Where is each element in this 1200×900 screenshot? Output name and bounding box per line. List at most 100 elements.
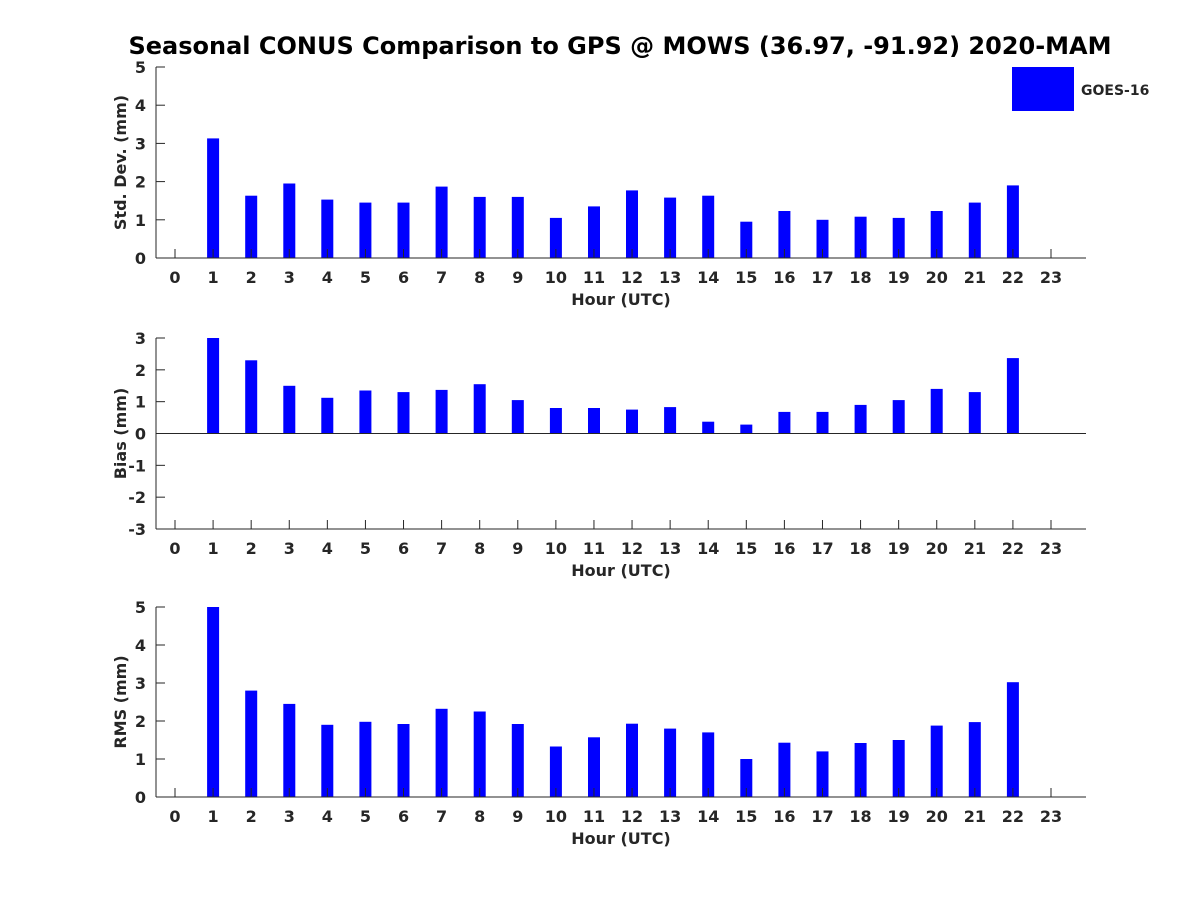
x-tick-label: 0 [169,539,180,558]
bar-hour-22 [1007,185,1019,258]
x-tick-label: 21 [964,807,986,826]
y-tick-label: 1 [135,393,146,412]
y-tick-label: 0 [135,425,146,444]
x-tick-label: 8 [474,268,485,287]
x-tick-label: 3 [284,268,295,287]
x-tick-label: 14 [697,539,719,558]
bar-hour-16 [778,412,790,434]
x-tick-label: 5 [360,268,371,287]
chart-panels: 0123450 1 2 3 4 5 6 7 8 9 10 11 12 13 14 15 16 17 18 19 20 21… [111,58,1086,848]
bar-hour-9 [512,197,524,258]
x-tick-label: 10 [545,268,567,287]
x-tick-label: 18 [849,807,871,826]
y-tick-label: 3 [135,134,146,153]
bar-hour-13 [664,729,676,797]
y-tick-label: 5 [135,58,146,77]
x-tick-label: 15 [735,268,757,287]
x-tick-label: 13 [659,807,681,826]
bar-hour-3 [283,386,295,434]
x-tick-label: 18 [849,539,871,558]
bar-hour-17 [817,412,829,434]
bar-hour-12 [626,724,638,797]
x-tick-label: 22 [1002,268,1024,287]
bar-hour-8 [474,384,486,433]
y-axis-label: Std. Dev. (mm) [111,95,130,230]
x-tick-label: 20 [926,807,948,826]
x-tick-label: 17 [811,539,833,558]
x-tick-label: 1 [208,268,219,287]
x-tick-label: 11 [583,807,605,826]
bar-hour-22 [1007,358,1019,433]
x-tick-label: 12 [621,539,643,558]
x-tick-label: 14 [697,268,719,287]
x-tick-label: 19 [888,539,910,558]
bar-hour-14 [702,422,714,434]
bar-hour-4 [321,398,333,434]
bar-hour-7 [436,390,448,434]
y-tick-label: -1 [128,456,146,475]
bar-hour-12 [626,410,638,434]
bar-hour-3 [283,704,295,797]
bar-hour-15 [740,425,752,434]
x-tick-label: 6 [398,807,409,826]
x-tick-label: 21 [964,539,986,558]
x-tick-label: 18 [849,268,871,287]
y-axis-label: Bias (mm) [111,388,130,480]
y-tick-label: 5 [135,598,146,617]
x-tick-label: 9 [512,268,523,287]
bar-hour-19 [893,400,905,433]
bar-hour-1 [207,607,219,797]
bar-hour-21 [969,722,981,797]
x-tick-label: 6 [398,539,409,558]
bar-hour-5 [359,722,371,797]
x-tick-label: 8 [474,807,485,826]
x-tick-label: 2 [246,268,257,287]
legend-swatch [1012,67,1074,111]
bar-hour-13 [664,407,676,433]
y-tick-label: 1 [135,750,146,769]
y-tick-label: 3 [135,329,146,348]
bar-hour-4 [321,725,333,797]
bar-hour-3 [283,184,295,259]
x-tick-label: 23 [1040,807,1062,826]
x-tick-label: 11 [583,268,605,287]
bar-hour-21 [969,392,981,433]
x-tick-label: 12 [621,807,643,826]
y-tick-label: 0 [135,249,146,268]
bar-hour-18 [855,405,867,434]
x-tick-label: 15 [735,539,757,558]
bar-hour-14 [702,196,714,258]
x-tick-label: 16 [773,539,795,558]
x-tick-label: 7 [436,807,447,826]
x-tick-label: 19 [888,268,910,287]
bar-hour-9 [512,400,524,433]
x-tick-label: 2 [246,539,257,558]
x-tick-label: 19 [888,807,910,826]
panel-bias: -3-2-101230 1 2 3 4 5 6 7 8 9 10 11 12 13 14 15 16 17 18 19… [111,329,1086,580]
y-tick-label: 4 [135,636,146,655]
x-tick-label: 8 [474,539,485,558]
bar-hour-20 [931,389,943,434]
x-tick-label: 23 [1040,539,1062,558]
bar-hour-1 [207,338,219,434]
x-tick-label: 3 [284,807,295,826]
y-tick-label: 4 [135,96,146,115]
x-tick-label: 6 [398,268,409,287]
y-axis-label: RMS (mm) [111,655,130,748]
bar-hour-2 [245,691,257,797]
x-tick-label: 5 [360,807,371,826]
y-tick-label: 0 [135,788,146,807]
y-tick-label: 3 [135,674,146,693]
x-tick-label: 22 [1002,807,1024,826]
bar-hour-6 [398,392,410,433]
x-tick-label: 13 [659,539,681,558]
x-tick-label: 22 [1002,539,1024,558]
bar-hour-8 [474,197,486,258]
x-tick-label: 4 [322,539,333,558]
x-tick-label: 10 [545,539,567,558]
legend: GOES-16 [1012,67,1149,111]
bar-hour-14 [702,732,714,797]
